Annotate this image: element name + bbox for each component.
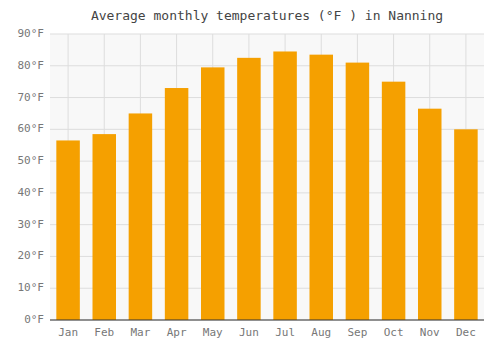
title: Average monthly temperatures (°F ) in Na… <box>91 8 443 23</box>
chart: 0°F 10°F 20°F 30°F 40°F 50°F 60°F 70°F 80°F 90°F J… <box>0 0 500 350</box>
y-tick-label: 10°F <box>18 281 45 294</box>
y-tick-label: 40°F <box>18 186 45 199</box>
x-tick-label: Mar <box>130 326 150 339</box>
x-tick-label: Jul <box>275 326 295 339</box>
bar <box>309 55 333 320</box>
y-tick-label: 0°F <box>24 313 44 326</box>
bar <box>418 109 442 320</box>
x-tick-label: Oct <box>384 326 404 339</box>
bars <box>56 51 477 320</box>
x-tick-label: Apr <box>167 326 187 339</box>
bar <box>273 51 297 320</box>
y-tick-label: 90°F <box>18 27 45 40</box>
y-tick-label: 20°F <box>18 249 45 262</box>
y-grid-line <box>50 34 484 35</box>
y-grid-line <box>50 65 484 66</box>
y-tick-label: 70°F <box>18 91 45 104</box>
grid <box>50 34 484 320</box>
y-tick-label: 60°F <box>18 122 45 135</box>
bar <box>346 63 370 320</box>
y-tick-label: 50°F <box>18 154 45 167</box>
y-grid-line <box>50 97 484 98</box>
x-tick-label: Feb <box>94 326 114 339</box>
x-tick-label: Aug <box>311 326 331 339</box>
x-tick-label: Dec <box>456 326 476 339</box>
x-tick-label: Nov <box>420 326 440 339</box>
x-tick-label: Jan <box>58 326 78 339</box>
plot-area <box>50 34 484 320</box>
y-tick-label: 80°F <box>18 59 45 72</box>
x-tick-label: May <box>203 326 223 339</box>
bar <box>201 67 225 320</box>
x-tick-label: Jun <box>239 326 259 339</box>
y-tick-label: 30°F <box>18 218 45 231</box>
ticks: 0°F 10°F 20°F 30°F 40°F 50°F 60°F 70°F 80°F 90°F J… <box>18 27 476 339</box>
y-grid-line <box>50 320 484 321</box>
bar <box>56 140 80 320</box>
x-axis-line <box>50 320 484 321</box>
bar <box>165 88 189 320</box>
bar <box>129 113 153 320</box>
bar <box>454 129 478 320</box>
bar <box>92 134 116 320</box>
bar <box>382 82 406 320</box>
bar <box>237 58 261 320</box>
x-tick-label: Sep <box>347 326 367 339</box>
